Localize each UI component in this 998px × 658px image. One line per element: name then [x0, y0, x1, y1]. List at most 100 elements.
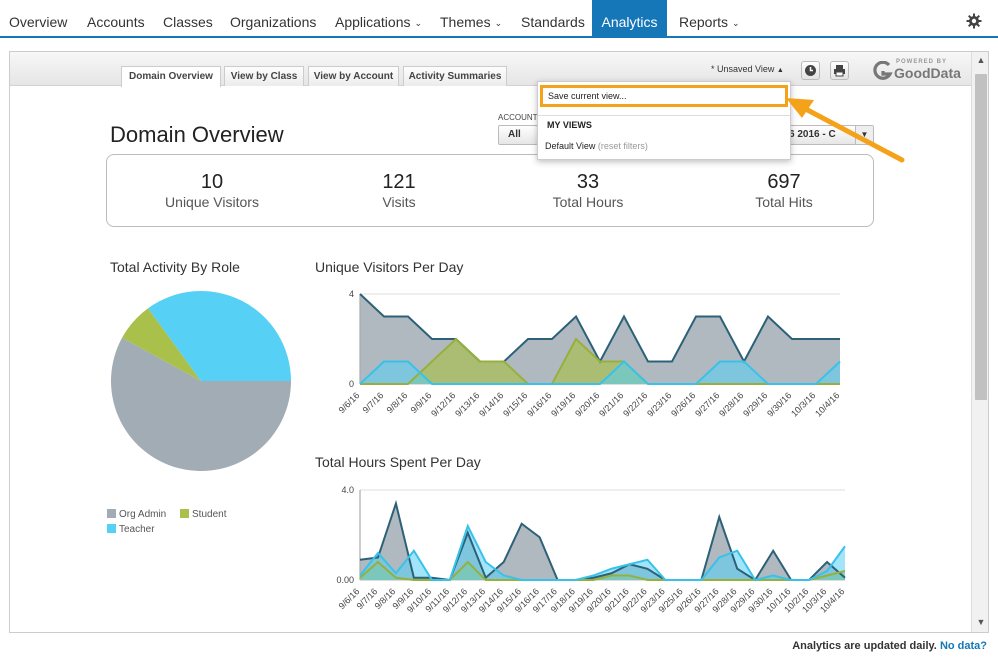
kpi-value: 33 [576, 171, 600, 193]
line-org-admin [359, 499, 846, 582]
y-tick-label: 0 [349, 379, 354, 389]
kpi-value: 121 [382, 171, 416, 193]
gear-icon[interactable] [966, 13, 982, 29]
nav-themes[interactable]: Themes ⌄ [440, 0, 502, 36]
default-view-item[interactable]: Default View (reset filters) [545, 141, 648, 151]
kpi-total-hits: 697 Total Hits [684, 171, 884, 211]
x-tick-label: 9/21/16 [597, 390, 625, 418]
printer-icon [834, 65, 845, 77]
tab-label: View by Class [230, 71, 298, 82]
area-teacher [360, 361, 840, 384]
view-label: * Unsaved View [711, 64, 775, 74]
chevron-down-icon: ⌄ [414, 18, 423, 28]
legend-swatch [107, 509, 116, 518]
scrollbar[interactable]: ▲ ▼ [971, 52, 988, 632]
account-filter-value: All [508, 129, 521, 140]
x-tick-label: 9/20/16 [573, 390, 601, 418]
nav-label: Themes [440, 14, 491, 30]
gooddata-logo-icon [873, 61, 893, 80]
x-tick-label: 9/23/16 [645, 390, 673, 418]
x-tick-label: 9/27/16 [693, 390, 721, 418]
hours-chart-title: Total Hours Spent Per Day [315, 454, 481, 470]
scroll-down-icon[interactable]: ▼ [976, 617, 986, 627]
schedule-button[interactable] [801, 61, 820, 80]
kpi-value: 10 [200, 171, 224, 193]
line-teacher [359, 523, 846, 582]
save-view-label: Save current view... [548, 91, 627, 101]
x-tick-label: 9/13/16 [453, 390, 481, 418]
page-title: Domain Overview [110, 122, 284, 147]
legend-org-admin: Org Admin [107, 509, 166, 521]
nav-label: Analytics [601, 14, 658, 30]
nav-classes[interactable]: Classes [163, 0, 213, 36]
nav-applications[interactable]: Applications ⌄ [335, 0, 422, 36]
legend-swatch [180, 509, 189, 518]
nav-overview[interactable]: Overview [9, 0, 67, 36]
tab-view-by-account[interactable]: View by Account [308, 66, 399, 86]
pie-slice-org-admin [111, 337, 291, 471]
no-data-link[interactable]: No data? [939, 640, 987, 652]
x-tick-label: 9/16/16 [525, 390, 553, 418]
legend-swatch [107, 524, 116, 533]
brand-tagline: POWERED BY [896, 59, 948, 65]
print-button[interactable] [830, 61, 849, 80]
line-teacher [359, 360, 841, 385]
tab-activity-summaries[interactable]: Activity Summaries [403, 66, 507, 86]
x-tick-label: 9/29/16 [741, 390, 769, 418]
default-view-note: (reset filters) [597, 141, 648, 151]
x-tick-label: 9/19/16 [549, 390, 577, 418]
x-tick-label: 9/7/16 [361, 390, 386, 415]
saved-views-menu: Save current view... MY VIEWS Default Vi… [537, 81, 791, 160]
tab-view-by-class[interactable]: View by Class [224, 66, 304, 86]
scroll-thumb[interactable] [975, 74, 987, 400]
nav-standards[interactable]: Standards [521, 0, 585, 36]
y-tick-label: 4.0 [341, 485, 354, 495]
account-filter[interactable]: All [498, 125, 538, 145]
save-current-view-item[interactable]: Save current view... [540, 85, 788, 107]
footer-text: Analytics are updated daily. [792, 640, 937, 652]
x-tick-label: 9/15/16 [501, 390, 529, 418]
nav-accounts[interactable]: Accounts [87, 0, 145, 36]
kpi-total-hours: 33 Total Hours [488, 171, 688, 211]
nav-label: Standards [521, 14, 585, 30]
x-tick-label: 9/8/16 [385, 390, 410, 415]
kpi-unique-visitors: 10 Unique Visitors [112, 171, 312, 211]
my-views-header: MY VIEWS [547, 120, 592, 130]
gooddata-logo: POWERED BY GoodData [871, 58, 961, 82]
nav-analytics[interactable]: Analytics [592, 0, 667, 36]
top-navigation: Overview Accounts Classes Organizations … [0, 0, 998, 38]
tab-label: View by Account [313, 71, 394, 82]
visitors-chart-title: Unique Visitors Per Day [315, 259, 464, 275]
y-tick-label: 4 [349, 289, 354, 299]
unique-visitors-chart: 409/6/16 9/7/16 9/8/16 9/9/169/12/169/13/16… [337, 289, 842, 419]
kpi-label: Visits [382, 194, 416, 210]
footer-note: Analytics are updated daily. No data? [700, 640, 987, 652]
nav-organizations[interactable]: Organizations [230, 0, 316, 36]
x-tick-label: 9/28/16 [717, 390, 745, 418]
clock-icon [805, 65, 816, 76]
x-tick-label: 9/6/16 [337, 390, 362, 415]
date-filter[interactable]: 6 2016 - C ▼ [782, 125, 874, 145]
legend-label: Org Admin [119, 509, 167, 520]
area-org-admin [360, 503, 845, 580]
dashboard-toolbar: Domain Overview View by Class View by Ac… [10, 52, 972, 87]
y-tick-label: 0.00 [336, 575, 354, 585]
x-tick-label: 10/3/16 [789, 390, 817, 418]
tab-domain-overview[interactable]: Domain Overview [121, 66, 221, 87]
nav-label: Classes [163, 14, 213, 30]
analytics-frame: Domain Overview View by Class View by Ac… [9, 51, 989, 633]
nav-label: Overview [9, 14, 68, 30]
kpi-label: Total Hours [552, 194, 624, 210]
kpi-summary: 10 Unique Visitors 121 Visits 33 Total Hour… [106, 154, 874, 227]
nav-label: Organizations [230, 14, 317, 30]
scroll-up-icon[interactable]: ▲ [976, 55, 986, 65]
caret-up-icon: ▲ [776, 67, 784, 74]
menu-divider [538, 115, 790, 116]
pie-slice-teacher [148, 291, 291, 381]
pie-chart-title: Total Activity By Role [110, 259, 240, 275]
kpi-value: 697 [767, 171, 801, 193]
account-filter-label: ACCOUNT [498, 113, 538, 122]
saved-views-toggle[interactable]: * Unsaved View ▲ [711, 64, 784, 74]
brand-name: GoodData [894, 65, 961, 81]
nav-reports[interactable]: Reports ⌄ [679, 0, 740, 36]
